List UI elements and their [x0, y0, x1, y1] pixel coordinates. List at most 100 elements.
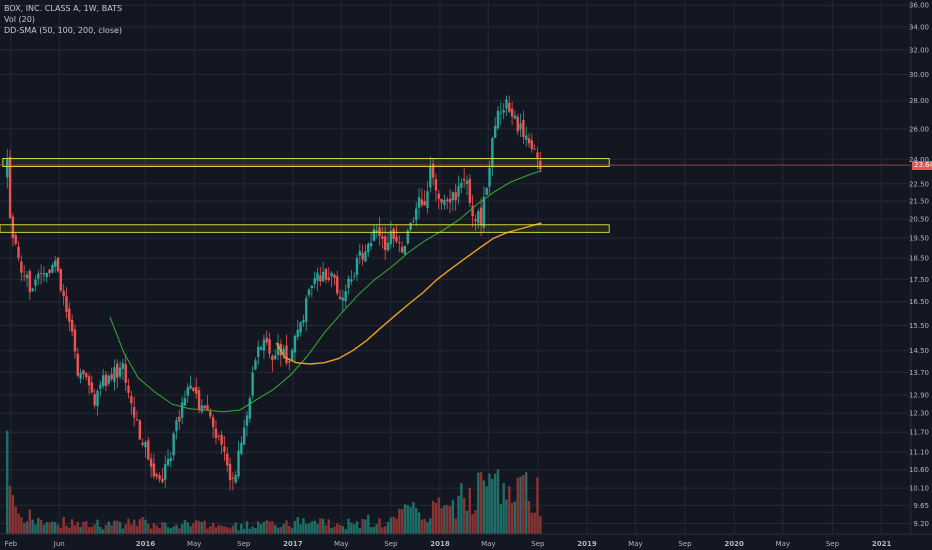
volume-bar — [189, 526, 192, 534]
volume-bar — [90, 526, 94, 534]
volume-bar — [313, 520, 316, 534]
volume-bar — [166, 527, 170, 534]
candle-body — [220, 434, 223, 445]
candle-body — [96, 390, 99, 407]
volume-bar — [519, 476, 522, 534]
candle-body — [203, 405, 206, 409]
candle-body — [231, 477, 235, 479]
candle-body — [336, 276, 339, 294]
volume-bar — [446, 504, 449, 534]
sma-50-line — [109, 170, 542, 413]
time-axis[interactable]: Feb Jun 2016 May Sep 2017 May Sep 2018 May Sep 2019… — [5, 540, 892, 548]
volume-indicator-label[interactable]: Vol (20) — [4, 15, 35, 24]
candle-body — [400, 246, 404, 253]
volume-bar — [333, 526, 336, 534]
candle-body — [305, 298, 308, 322]
volume-bar — [56, 524, 60, 534]
volume-bar — [265, 520, 268, 534]
price-tick-label: 16.50 — [909, 298, 929, 306]
candle-body — [48, 269, 51, 274]
candle-body — [468, 178, 472, 203]
candle-body — [271, 355, 274, 361]
volume-bar — [262, 521, 266, 534]
candle-body — [513, 115, 517, 119]
candle-body — [282, 348, 285, 355]
volume-bar — [437, 497, 440, 534]
volume-bar — [130, 524, 133, 534]
price-tick-label: 34.00 — [909, 23, 929, 31]
volume-bar — [372, 526, 376, 534]
candle-body — [324, 268, 328, 280]
volume-bar — [423, 519, 426, 534]
candle-body — [355, 257, 359, 276]
volume-bar — [271, 521, 274, 534]
candle-body — [477, 211, 480, 224]
time-tick-label: Jun — [53, 540, 65, 548]
last-price-tag: 23.64 — [912, 160, 932, 170]
candle-body — [522, 119, 525, 138]
symbol-title[interactable]: BOX, INC. CLASS A, 1W, BATS — [4, 4, 123, 13]
candle-body — [79, 372, 82, 379]
volume-bar — [28, 509, 32, 534]
resistance-zone-1 — [2, 158, 610, 167]
volume-bar — [8, 485, 12, 534]
horizontal-zones[interactable] — [0, 158, 610, 233]
candle-body — [448, 198, 452, 203]
candle-body — [25, 274, 29, 279]
volume-bar — [68, 527, 71, 534]
candle-body — [121, 362, 125, 369]
candle-body — [155, 474, 158, 477]
candle-body — [398, 242, 401, 244]
price-tick-label: 32.00 — [909, 46, 929, 54]
volume-bar — [42, 524, 46, 534]
price-tick-label: 14.50 — [909, 347, 929, 355]
volume-bar — [336, 523, 339, 534]
candle-body — [127, 385, 130, 393]
volume-bar — [460, 482, 463, 534]
time-tick-label: Sep — [678, 540, 692, 548]
sma-indicator-label[interactable]: DD-SMA (50, 100, 200, close) — [4, 26, 123, 35]
volume-bar — [457, 495, 460, 534]
volume-bar — [358, 527, 362, 534]
volume-bar — [104, 524, 108, 534]
volume-bar — [268, 521, 271, 534]
candle-body — [82, 370, 85, 375]
candle-body — [372, 229, 376, 241]
candle-body — [299, 322, 302, 333]
candle-body — [420, 199, 424, 206]
candle-body — [11, 216, 15, 238]
volume-bar — [163, 522, 167, 534]
candle-body — [426, 191, 429, 208]
volume-bar — [527, 500, 531, 534]
volume-bar — [73, 525, 77, 534]
candle-body — [90, 382, 94, 393]
time-tick-label: Sep — [384, 540, 398, 548]
candle-body — [316, 272, 319, 281]
candle-body — [474, 219, 477, 221]
volume-bar — [290, 528, 294, 534]
volume-bar — [493, 473, 497, 534]
volume-bar — [307, 523, 311, 534]
time-tick-label: Sep — [826, 540, 840, 548]
volume-bar — [499, 504, 503, 534]
candle-body — [457, 186, 460, 197]
price-tick-label: 9.20 — [913, 520, 929, 528]
candle-body — [344, 291, 347, 302]
candle-body — [296, 329, 299, 337]
volume-bar — [395, 518, 398, 534]
volume-bar — [364, 519, 367, 534]
volume-bar — [530, 512, 534, 534]
candle-body — [22, 275, 26, 277]
time-tick-label: Sep — [237, 540, 251, 548]
candle-body — [496, 110, 500, 129]
candle-body — [183, 398, 187, 406]
candlesticks — [6, 95, 542, 491]
volume-bar — [273, 524, 277, 534]
price-tick-label: 15.50 — [909, 322, 929, 330]
volume-bar — [319, 518, 322, 534]
candle-body — [508, 103, 511, 112]
volume-bar — [192, 523, 195, 534]
candle-body — [223, 446, 226, 452]
price-axis[interactable]: 9.20 9.65 10.10 10.60 11.10 11.70 12.30 12.90 13… — [909, 2, 929, 528]
